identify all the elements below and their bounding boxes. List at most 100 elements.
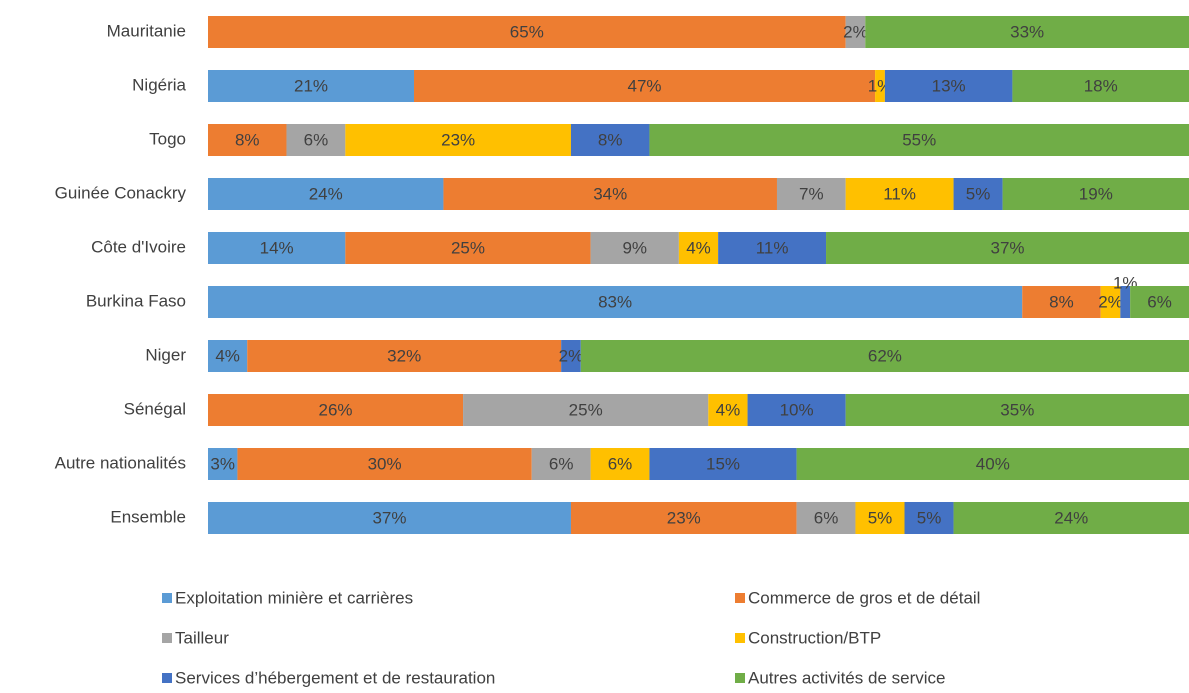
bar-segment (953, 502, 1189, 534)
data-label: 30% (368, 454, 402, 473)
data-label: 26% (319, 400, 353, 419)
category-label: Mauritanie (107, 21, 186, 40)
bar-segment (796, 448, 1189, 480)
data-label: 2% (559, 346, 584, 365)
bar-segment (590, 232, 679, 264)
data-label: 8% (1049, 292, 1074, 311)
legend-label: Tailleur (175, 628, 229, 647)
data-label: 24% (309, 184, 343, 203)
category-label: Sénégal (124, 399, 186, 418)
bar-segment (208, 16, 846, 48)
legend-swatch (735, 673, 745, 683)
bar-segment (855, 502, 905, 534)
bar-segment (208, 502, 571, 534)
bar-segment (826, 232, 1189, 264)
legend-swatch (735, 593, 745, 603)
bar-segment (237, 448, 532, 480)
data-label: 21% (294, 76, 328, 95)
legend-swatch (162, 673, 172, 683)
bar-segment (208, 232, 346, 264)
legend-label: Commerce de gros et de détail (748, 588, 980, 607)
data-label: 25% (451, 238, 485, 257)
legend-swatch (735, 633, 745, 643)
bar-segment (590, 448, 650, 480)
data-label: 3% (210, 454, 235, 473)
data-label: 8% (235, 130, 260, 149)
data-label: 6% (814, 508, 839, 527)
data-label: 11% (883, 184, 916, 203)
data-label: 15% (706, 454, 740, 473)
bar-segment (208, 178, 444, 210)
data-label: 13% (932, 76, 966, 95)
bar-segment (531, 448, 591, 480)
bar-segment (796, 502, 856, 534)
data-label: 40% (976, 454, 1010, 473)
data-label: 35% (1000, 400, 1034, 419)
data-label: 2% (843, 22, 868, 41)
bar-segment (561, 340, 581, 372)
data-label: 14% (260, 238, 294, 257)
data-label: 47% (628, 76, 662, 95)
data-label: 5% (917, 508, 942, 527)
bar-segment (1022, 286, 1101, 318)
bar-segment (776, 178, 846, 210)
bar-segment (208, 286, 1023, 318)
legend-label: Exploitation minière et carrières (175, 588, 413, 607)
category-label: Guinée Conackry (55, 183, 187, 202)
category-label: Nigéria (132, 75, 186, 94)
bar-segment (443, 178, 777, 210)
category-label: Burkina Faso (86, 291, 186, 310)
data-label: 18% (1084, 76, 1118, 95)
data-label: 55% (902, 130, 936, 149)
data-label: 6% (304, 130, 329, 149)
bar-segment (708, 394, 748, 426)
data-label: 83% (598, 292, 632, 311)
bar-segment (1002, 178, 1189, 210)
data-label: 5% (868, 508, 893, 527)
category-label: Côte d'Ivoire (91, 237, 186, 256)
data-label: 6% (1147, 292, 1172, 311)
bar-segment (286, 124, 346, 156)
bar-segment (345, 232, 591, 264)
bar-segment (208, 124, 287, 156)
bar-segment (1100, 286, 1121, 318)
data-label: 6% (549, 454, 574, 473)
category-label: Togo (149, 129, 186, 148)
bar-segment (845, 178, 954, 210)
data-label: 8% (598, 130, 623, 149)
bar-segment (580, 340, 1189, 372)
data-label: 37% (372, 508, 406, 527)
bar-segment (1012, 70, 1189, 102)
data-label: 23% (667, 508, 701, 527)
bar-segment (570, 124, 650, 156)
data-label: 25% (569, 400, 603, 419)
legend-swatch (162, 633, 172, 643)
data-label: 23% (441, 130, 475, 149)
data-label: 65% (510, 22, 544, 41)
bar-segment (1120, 286, 1131, 318)
bar-segment (747, 394, 846, 426)
data-label: 34% (593, 184, 627, 203)
bar-segment (865, 16, 1189, 48)
bar-segment (208, 340, 248, 372)
legend-label: Services d’hébergement et de restauratio… (175, 668, 495, 687)
bar-segment (208, 394, 464, 426)
category-label: Autre nationalités (55, 453, 186, 472)
bar-segment (1130, 286, 1189, 318)
data-label: 5% (966, 184, 991, 203)
data-label: 4% (716, 400, 741, 419)
bar-segment (875, 70, 885, 102)
data-label: 11% (756, 238, 789, 257)
legend-swatch (162, 593, 172, 603)
data-label: 4% (686, 238, 711, 257)
category-label: Ensemble (110, 507, 186, 526)
data-label: 6% (608, 454, 633, 473)
bar-segment (208, 448, 238, 480)
data-label: 19% (1079, 184, 1113, 203)
bar-segment (718, 232, 827, 264)
bar-segment (649, 124, 1189, 156)
data-label: 4% (215, 346, 240, 365)
data-label: 2% (1098, 292, 1123, 311)
bar-segment (904, 502, 954, 534)
bar-segment (414, 70, 876, 102)
